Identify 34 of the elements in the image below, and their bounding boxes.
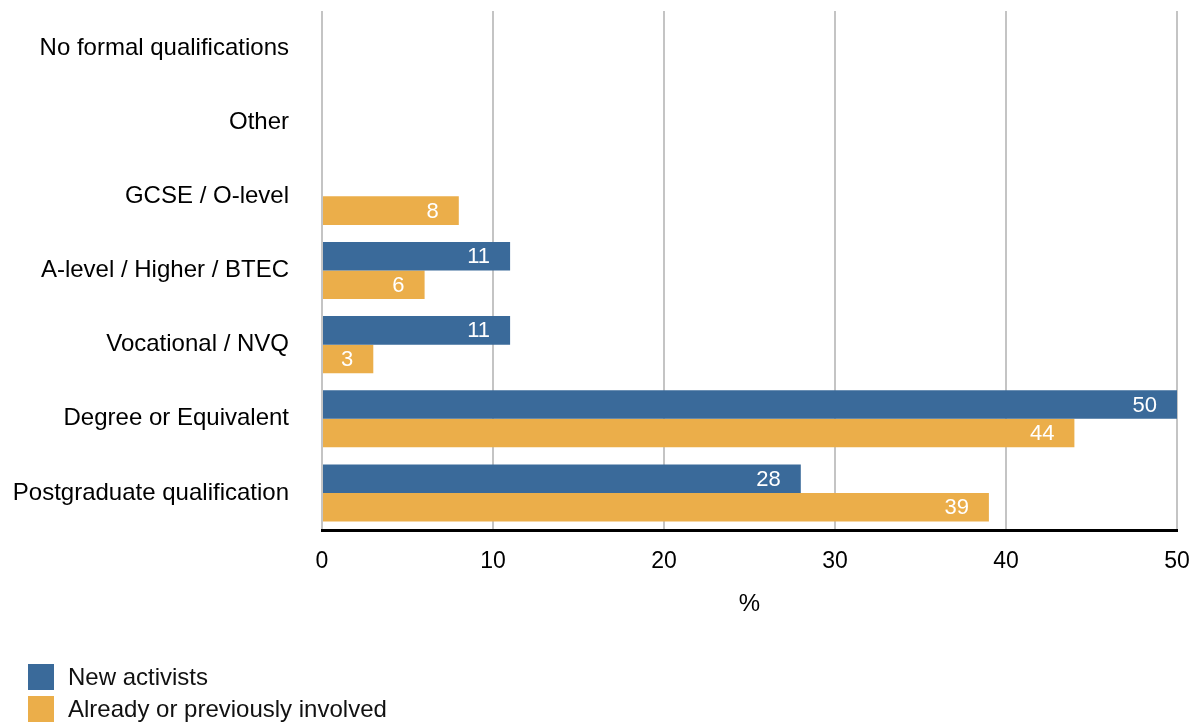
y-tick-label: No formal qualifications [39, 32, 289, 60]
data-label: 11 [467, 317, 491, 343]
bar [323, 492, 989, 522]
x-axis-title: % [738, 589, 761, 617]
data-label: 39 [944, 494, 969, 520]
x-tick-label: 0 [315, 547, 329, 574]
bar [323, 196, 459, 225]
y-tick-label: GCSE / O-level [124, 180, 289, 208]
y-tick-label: Vocational / NVQ [106, 329, 289, 357]
bar [323, 390, 1177, 419]
x-tick-label: 40 [993, 547, 1019, 574]
data-label: 28 [756, 465, 781, 491]
x-tick-label: 10 [480, 547, 506, 574]
data-label: 3 [341, 345, 354, 371]
legend-label: Already or previously involved [68, 695, 387, 722]
legend-label: New activists [68, 663, 209, 691]
x-tick-label: 30 [822, 547, 848, 574]
bar [323, 464, 801, 493]
x-tick-label: 50 [1164, 547, 1190, 574]
data-label: 6 [392, 271, 405, 297]
data-label: 8 [426, 197, 439, 223]
data-label: 44 [1029, 420, 1055, 446]
bar [323, 270, 425, 300]
y-tick-label: Degree or Equivalent [63, 403, 290, 431]
y-tick-label: Other [228, 106, 289, 134]
bar [323, 316, 511, 345]
bar [323, 241, 511, 271]
y-tick-label: A-level / Higher / BTEC [40, 255, 289, 283]
data-label: 50 [1132, 391, 1157, 417]
bar [323, 418, 1075, 448]
bar [323, 344, 374, 374]
y-tick-label: Postgraduate qualification [12, 477, 289, 505]
x-tick-label: 20 [651, 547, 677, 574]
data-label: 11 [467, 243, 491, 269]
